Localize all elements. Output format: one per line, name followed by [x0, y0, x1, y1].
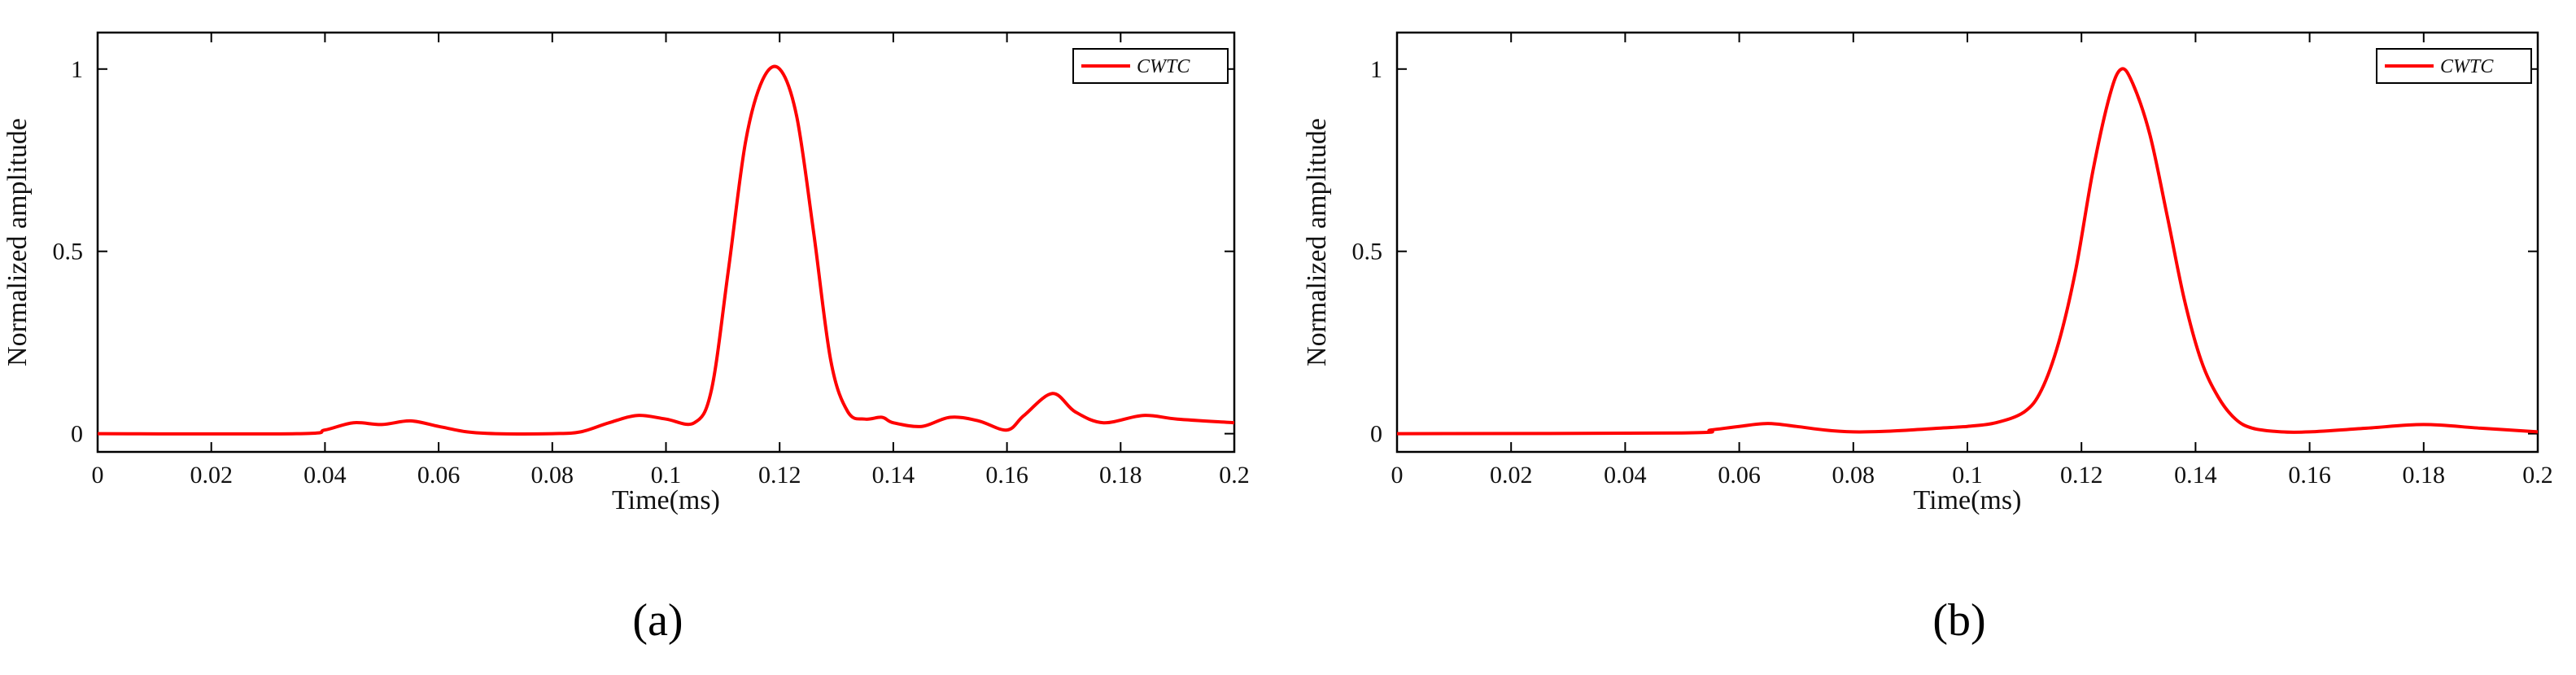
x-tick-label: 0.16 [985, 462, 1028, 489]
legend-label: CWTC [2440, 56, 2494, 77]
y-axis-label: Normalized amplitude [1302, 118, 1332, 366]
x-tick-label: 0.04 [1604, 462, 1647, 489]
x-tick-label: 0.02 [1490, 462, 1533, 489]
x-tick-label: 0.18 [1099, 462, 1142, 489]
x-tick-label: 0.14 [872, 462, 915, 489]
series-line-cwtc [1396, 67, 2539, 436]
x-tick-label: 0.2 [2522, 462, 2553, 489]
x-tick-label: 0.2 [1219, 462, 1250, 489]
y-tick-label: 0 [1370, 421, 1382, 448]
x-tick-label: 0.1 [651, 462, 682, 489]
chart-panel-1: 0 0.02 0.04 0.06 0.08 0.1 0.12 0.14 0.16 0.18 0.2 0… [1302, 31, 2553, 646]
x-axis-label: Time(ms) [612, 485, 720, 515]
x-tick-label: 0.12 [758, 462, 801, 489]
y-tick-label: 1 [71, 56, 83, 83]
panel-caption: (a) [632, 595, 683, 646]
y-tick-label: 0.5 [1352, 239, 1383, 265]
x-tick-label: 0.14 [2174, 462, 2217, 489]
x-tick-label: 0.16 [2288, 462, 2331, 489]
x-tick-label: 0.12 [2060, 462, 2103, 489]
plot-area-frame [1395, 31, 2539, 454]
x-tick-label: 0.02 [190, 462, 233, 489]
x-tick-label: 0.06 [1718, 462, 1761, 489]
x-tick-label: 0.08 [1832, 462, 1875, 489]
y-tick-label: 0 [71, 421, 83, 448]
y-tick-label: 1 [1370, 56, 1382, 83]
x-tick-label: 0.1 [1952, 462, 1983, 489]
panel-caption: (b) [1932, 595, 1985, 646]
chart-panel-0: 0 0.02 0.04 0.06 0.08 0.1 0.12 0.14 0.16 0.18 0.2 0… [2, 31, 1250, 646]
x-axis-label: Time(ms) [1914, 485, 2022, 515]
legend-label: CWTC [1137, 56, 1190, 77]
series-line-cwtc [97, 64, 1235, 436]
plot-area-frame [96, 31, 1236, 454]
x-tick-label: 0.06 [417, 462, 461, 489]
x-tick-label: 0.08 [531, 462, 574, 489]
x-tick-label: 0.18 [2403, 462, 2446, 489]
x-tick-label: 0.04 [303, 462, 347, 489]
y-tick-label: 0.5 [53, 239, 84, 265]
x-tick-label: 0 [1391, 462, 1404, 489]
x-tick-label: 0 [92, 462, 104, 489]
y-axis-label: Normalized amplitude [2, 118, 33, 366]
